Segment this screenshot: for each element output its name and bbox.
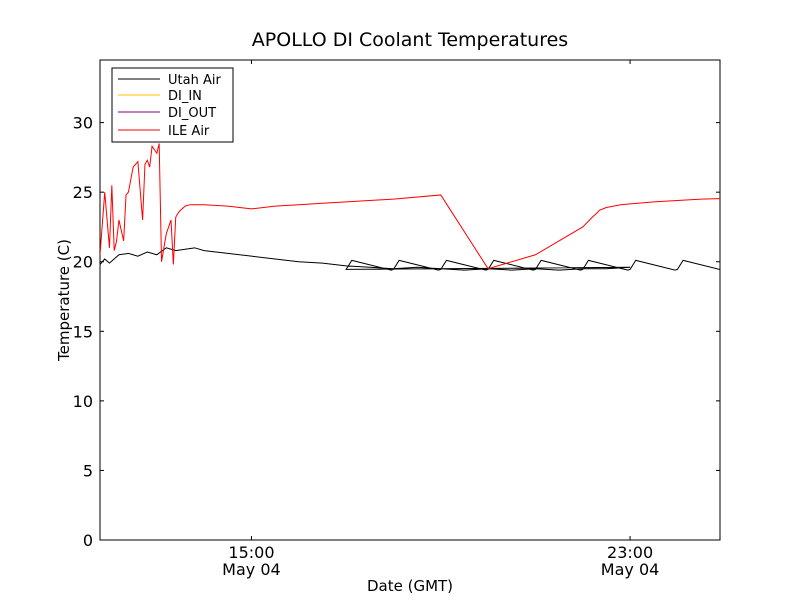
series-line-ile-air xyxy=(100,143,720,270)
x-tick-label-time: 23:00 xyxy=(607,543,653,562)
x-tick-label-time: 15:00 xyxy=(228,543,274,562)
x-axis-label: Date (GMT) xyxy=(367,577,453,595)
legend-label-di-out: DI_OUT xyxy=(168,106,216,121)
y-axis-ticks: 0 5 10 15 20 25 30 xyxy=(73,114,720,550)
y-tick-label: 0 xyxy=(83,531,93,550)
y-tick-label: 25 xyxy=(73,183,93,202)
legend-label-utah-air: Utah Air xyxy=(168,73,221,88)
x-tick-label-date: May 04 xyxy=(601,560,660,579)
y-tick-label: 20 xyxy=(73,253,93,272)
x-tick-label-date: May 04 xyxy=(222,560,281,579)
series-lines xyxy=(100,143,720,271)
y-tick-label: 30 xyxy=(73,114,93,133)
legend-label-ile-air: ILE Air xyxy=(168,124,210,139)
chart-title: APOLLO DI Coolant Temperatures xyxy=(252,29,568,51)
legend: Utah Air DI_IN DI_OUT ILE Air xyxy=(111,67,234,143)
y-tick-label: 15 xyxy=(73,322,93,341)
y-tick-label: 5 xyxy=(83,461,93,480)
series-line-utah-air xyxy=(100,247,720,271)
y-tick-label: 10 xyxy=(73,392,93,411)
legend-label-di-in: DI_IN xyxy=(168,89,202,104)
y-axis-label: Temperature (C) xyxy=(55,239,73,362)
